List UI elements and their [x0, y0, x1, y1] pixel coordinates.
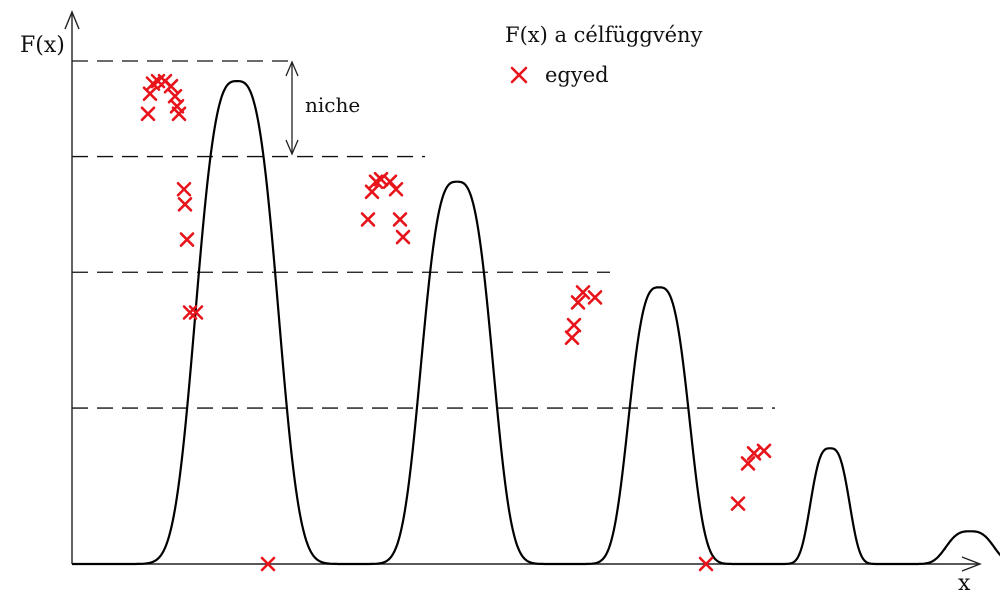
individual-marker	[698, 556, 714, 572]
individual-marker	[140, 106, 156, 122]
individual-marker	[740, 456, 756, 471]
x-axis-label: x	[958, 571, 971, 594]
individual-marker	[260, 556, 276, 572]
individual-marker	[730, 496, 746, 511]
legend-function-label: F(x) a célfüggvény	[505, 23, 703, 47]
individual-marker	[182, 305, 198, 320]
individual-marker	[360, 212, 376, 227]
individual-marker	[392, 212, 408, 227]
individual-marker	[575, 285, 591, 300]
individual-marker	[171, 106, 187, 122]
legend-marker-cross	[510, 66, 528, 84]
individual-marker	[176, 181, 192, 197]
legend-cross-icon	[510, 66, 528, 84]
y-axis-label: F(x)	[20, 33, 65, 58]
legend: F(x) a célfüggvény egyed	[505, 23, 703, 87]
niche-label: niche	[305, 93, 360, 117]
niche-level-lines	[72, 60, 775, 409]
niche-bracket-bottom-arrow-icon	[285, 139, 299, 156]
individual-marker	[364, 184, 380, 200]
individual-marker	[566, 317, 582, 333]
individual-marker	[163, 78, 179, 94]
individual-marker	[395, 229, 411, 245]
niche-bracket-top-arrow-icon	[285, 60, 299, 77]
individual-marker	[388, 181, 404, 197]
individual-marker	[179, 232, 195, 247]
individual-marker	[756, 443, 772, 459]
individual-marker	[570, 295, 586, 310]
objective-function-curve	[71, 80, 1000, 566]
individual-markers	[140, 73, 772, 572]
individual-marker	[177, 197, 193, 212]
x-axis-arrow-icon	[961, 556, 982, 572]
individual-marker	[188, 305, 204, 320]
y-axis-arrow-icon	[64, 10, 80, 30]
individual-marker	[587, 290, 603, 305]
legend-individual-label: egyed	[545, 63, 609, 87]
individual-marker	[564, 330, 580, 345]
